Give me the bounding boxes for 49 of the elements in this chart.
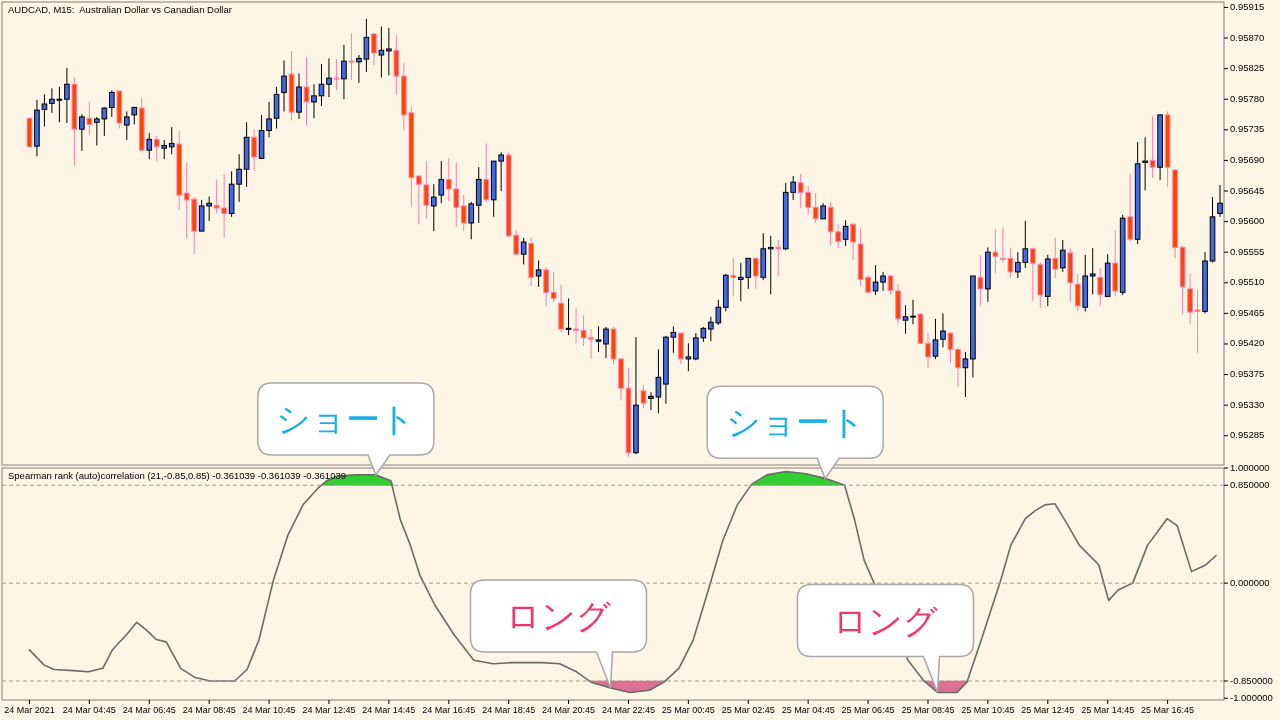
callout: ロング	[796, 583, 975, 694]
x-tick-label: 24 Mar 08:45	[182, 705, 236, 715]
y-tick-label: -1.000000	[1230, 691, 1273, 703]
y-tick-label: 0.95870	[1230, 31, 1265, 43]
annotation: ショート	[725, 403, 865, 442]
x-tick-label: 25 Mar 00:45	[661, 705, 715, 715]
chart-title: AUDCAD, M15: Australian Dollar vs Canadian Dollar	[8, 4, 232, 15]
x-tick-label: 24 Mar 04:45	[62, 705, 116, 715]
x-tick-label: 25 Mar 06:45	[841, 705, 895, 715]
y-tick-label: 0.850000	[1230, 478, 1270, 490]
y-tick-label: 0.95510	[1230, 276, 1265, 288]
x-tick-label: 25 Mar 02:45	[721, 705, 775, 715]
x-tick-label: 24 Mar 22:45	[601, 705, 655, 715]
y-tick-label: 0.95780	[1230, 92, 1265, 104]
x-tick-label: 24 Mar 06:45	[122, 705, 176, 715]
y-tick-label: 1.000000	[1230, 461, 1270, 473]
y-tick-label: 0.95825	[1230, 62, 1265, 74]
annotation: ショート	[276, 399, 416, 438]
y-tick-label: 0.95330	[1230, 398, 1265, 410]
x-tick-label: 25 Mar 14:45	[1081, 705, 1135, 715]
y-tick-label: 0.95690	[1230, 153, 1265, 165]
callout: ロング	[469, 579, 648, 689]
x-tick-label: 25 Mar 04:45	[781, 705, 835, 715]
x-tick-label: 24 Mar 14:45	[362, 705, 416, 715]
annotation: ロング	[506, 596, 611, 635]
callout: ショート	[706, 385, 884, 480]
y-tick-label: 0.95915	[1230, 0, 1265, 12]
x-tick-label: 24 Mar 20:45	[542, 705, 596, 715]
x-tick-label: 25 Mar 12:45	[1021, 705, 1075, 715]
annotation: ロング	[832, 601, 938, 640]
x-tick-label: 24 Mar 2021	[4, 705, 55, 715]
x-tick-label: 24 Mar 18:45	[482, 705, 536, 715]
y-tick-label: -0.850000	[1230, 674, 1273, 686]
y-tick-label: 0.95600	[1230, 215, 1265, 227]
y-tick-label: 0.95645	[1230, 184, 1265, 196]
x-tick-label: 25 Mar 10:45	[961, 705, 1015, 715]
x-tick-label: 25 Mar 08:45	[901, 705, 955, 715]
y-tick-label: 0.95285	[1230, 429, 1265, 441]
x-tick-label: 24 Mar 12:45	[302, 705, 356, 715]
y-tick-label: 0.95420	[1230, 337, 1265, 349]
y-tick-label: 0.95555	[1230, 245, 1265, 257]
y-tick-label: 0.95735	[1230, 123, 1265, 135]
y-tick-label: 0.000000	[1230, 576, 1270, 588]
y-tick-label: 0.95465	[1230, 306, 1265, 318]
x-tick-label: 25 Mar 16:45	[1141, 705, 1195, 715]
y-tick-label: 0.95375	[1230, 368, 1265, 380]
x-tick-label: 24 Mar 16:45	[422, 705, 476, 715]
chart-title: Spearman rank (auto)correlation (21,-0.85,0.85) -0.361039 -0.361039 -0.361039	[8, 470, 346, 481]
x-tick-label: 24 Mar 10:45	[242, 705, 296, 715]
